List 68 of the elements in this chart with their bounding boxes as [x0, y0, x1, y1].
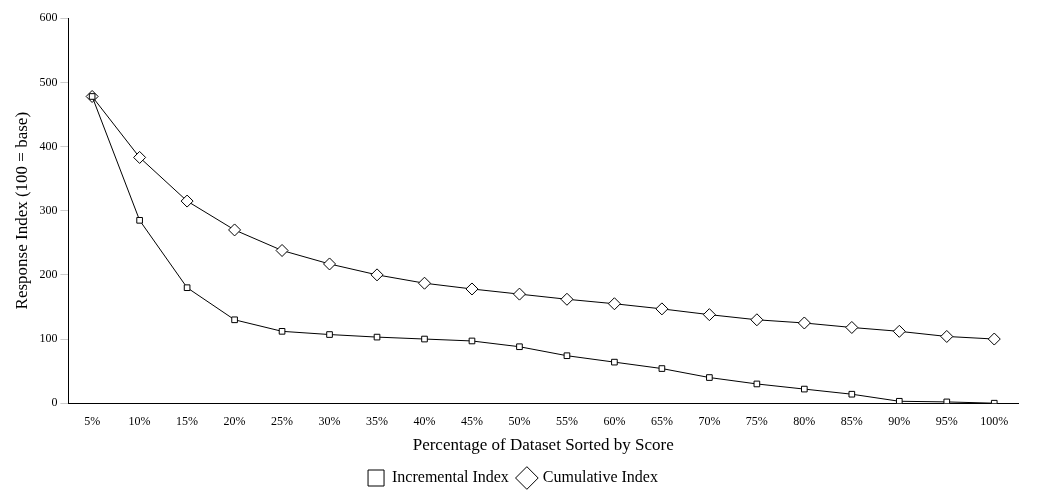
point — [512, 287, 526, 301]
point — [275, 243, 289, 257]
x-tick-label: 40% — [413, 413, 436, 428]
point — [943, 398, 951, 404]
point — [753, 380, 761, 388]
x-tick-label: 45% — [460, 413, 483, 428]
point — [801, 385, 808, 393]
point — [180, 194, 194, 208]
x-tick-label: 90% — [888, 413, 911, 428]
point — [278, 328, 286, 335]
point — [611, 358, 618, 366]
point — [418, 276, 431, 290]
point — [848, 390, 856, 398]
y-tick-label: 200 — [39, 267, 58, 282]
y-tick-label: 300 — [39, 202, 58, 217]
x-tick-label: 70% — [698, 413, 721, 428]
x-tick-label: 80% — [793, 413, 816, 428]
x-tick-label: 35% — [366, 413, 389, 428]
legend-label: Incremental Index — [392, 468, 509, 486]
legend-label: Cumulative Index — [542, 468, 658, 486]
point — [468, 337, 476, 345]
x-tick-label: 50% — [508, 413, 531, 428]
x-tick-label: 65% — [650, 413, 673, 428]
x-tick-label: 30% — [318, 413, 341, 428]
point — [655, 302, 669, 316]
point — [892, 324, 906, 338]
point — [373, 333, 381, 341]
point — [560, 292, 574, 306]
point — [563, 352, 571, 360]
y-axis-title: Response Index (100 = base) — [11, 111, 31, 310]
y-tick-label: 400 — [39, 138, 58, 153]
point — [658, 365, 666, 372]
point — [797, 316, 811, 330]
x-tick-label: 60% — [603, 413, 626, 428]
point — [895, 397, 903, 404]
y-tick-label: 500 — [39, 74, 58, 89]
y-tick-label: 100 — [39, 331, 58, 346]
point — [845, 320, 859, 334]
x-tick-label: 25% — [271, 413, 294, 428]
point — [421, 335, 428, 343]
point — [370, 268, 384, 282]
point — [465, 282, 479, 296]
point — [231, 316, 238, 324]
point — [750, 313, 764, 327]
point — [940, 329, 954, 343]
point — [326, 331, 333, 338]
point — [607, 297, 621, 311]
point — [133, 150, 147, 164]
x-tick-label: 10% — [128, 413, 151, 428]
point — [183, 284, 191, 292]
x-axis-title: Percentage of Dataset Sorted by Score — [412, 435, 674, 455]
x-tick-label: 75% — [745, 413, 768, 428]
point — [228, 223, 242, 237]
x-tick-label: 5% — [84, 413, 101, 428]
y-tick-label: 0 — [51, 395, 58, 410]
x-tick-label: 20% — [223, 413, 246, 428]
point — [706, 374, 713, 381]
x-tick-label: 95% — [935, 413, 958, 428]
y-tick-label: 600 — [39, 10, 58, 25]
x-tick-label: 85% — [840, 413, 863, 428]
point — [323, 257, 337, 271]
point — [516, 343, 523, 351]
x-tick-label: 100% — [980, 413, 1009, 428]
point — [987, 332, 1001, 346]
x-tick-label: 15% — [176, 413, 199, 428]
point — [702, 308, 716, 322]
point — [136, 217, 143, 224]
x-tick-label: 55% — [555, 413, 578, 428]
